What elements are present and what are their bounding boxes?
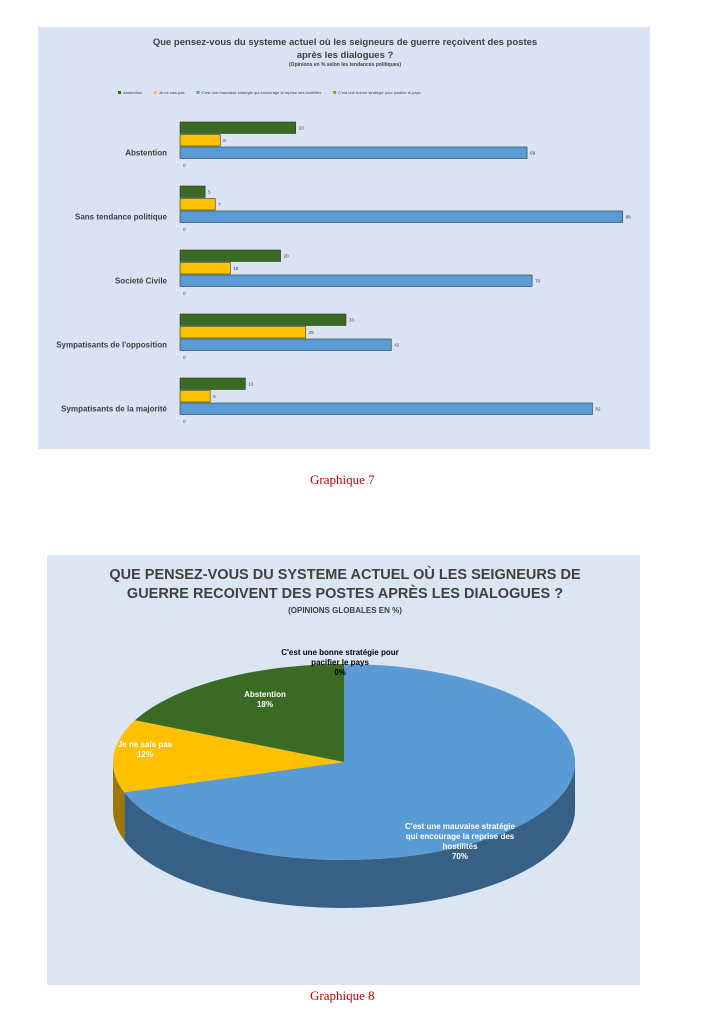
pie-side bbox=[124, 762, 576, 909]
bar bbox=[179, 338, 392, 351]
value-label: 42 bbox=[394, 342, 400, 347]
pie-slice bbox=[124, 664, 575, 860]
value-label: 20 bbox=[284, 253, 290, 258]
chart-background bbox=[38, 27, 650, 449]
value-label: 8 bbox=[223, 138, 226, 143]
value-label: 0 bbox=[183, 163, 186, 168]
bar bbox=[179, 210, 623, 223]
bar bbox=[179, 249, 281, 262]
legend-swatch bbox=[196, 91, 200, 94]
legend-label: C'est une mauvaise stratégie qui encoura… bbox=[201, 90, 321, 95]
value-label: 25 bbox=[309, 330, 315, 335]
legend-swatch bbox=[153, 91, 157, 94]
slice-label: C'est une bonne stratégie pour pacifier … bbox=[281, 648, 399, 667]
bar bbox=[179, 402, 593, 415]
category-label: Abstention bbox=[125, 148, 167, 157]
value-label: 0 bbox=[183, 291, 186, 296]
bar bbox=[179, 262, 231, 275]
bar bbox=[179, 134, 221, 147]
value-label: 69 bbox=[530, 150, 536, 155]
caption: Graphique 7 bbox=[310, 472, 375, 487]
value-label: 0 bbox=[183, 227, 186, 232]
value-label: 82 bbox=[595, 406, 601, 411]
pie-slice bbox=[112, 720, 344, 793]
chart-title: QUE PENSEZ-VOUS DU SYSTEME ACTUEL OÙ LES… bbox=[109, 567, 581, 602]
slice-label: Je ne sais pas bbox=[117, 740, 173, 749]
value-label: 70 bbox=[535, 278, 541, 283]
caption: Graphique 8 bbox=[310, 988, 375, 1003]
bar bbox=[179, 121, 296, 134]
bar bbox=[179, 377, 246, 390]
category-label: Sans tendance politique bbox=[75, 212, 168, 221]
legend-label: Abstention bbox=[123, 90, 142, 95]
pie-slice bbox=[134, 664, 344, 762]
value-label: 7 bbox=[218, 202, 221, 207]
legend-swatch bbox=[333, 91, 337, 94]
pie-side bbox=[113, 762, 125, 841]
slice-label: Abstention bbox=[244, 690, 286, 699]
value-label: 0 bbox=[183, 355, 186, 360]
value-label: 10 bbox=[233, 266, 239, 271]
slice-label: C'est une mauvaise stratégie qui encoura… bbox=[405, 822, 515, 851]
value-label: 33 bbox=[349, 317, 355, 322]
bar bbox=[179, 146, 528, 159]
slice-value-label: 18% bbox=[256, 700, 273, 709]
slice-value-label: 0% bbox=[334, 668, 346, 677]
legend-label: Je ne sais pas bbox=[159, 90, 185, 95]
category-label: Sympatisants de l'opposition bbox=[56, 340, 167, 349]
value-label: 88 bbox=[626, 214, 632, 219]
bar bbox=[179, 390, 211, 403]
bar bbox=[179, 185, 206, 198]
bar bbox=[179, 198, 216, 211]
category-label: Societé Civile bbox=[115, 276, 168, 285]
bar bbox=[179, 313, 347, 326]
slice-value-label: 12% bbox=[136, 750, 153, 759]
value-label: 5 bbox=[208, 189, 211, 194]
slice-value-label: 70% bbox=[451, 852, 468, 861]
value-label: 13 bbox=[248, 381, 254, 386]
legend-label: C'est une bonne stratégie pour pacifier … bbox=[338, 90, 420, 95]
value-label: 6 bbox=[213, 394, 216, 399]
chart-subtitle: (OPINIONS GLOBALES EN %) bbox=[288, 606, 402, 615]
legend-swatch bbox=[118, 91, 121, 94]
bar bbox=[179, 274, 533, 287]
bar bbox=[179, 326, 307, 339]
chart-subtitle: (Opinions en % selon les tendances polit… bbox=[289, 62, 401, 68]
category-label: Sympatisants de la majorité bbox=[61, 404, 167, 413]
value-label: 0 bbox=[183, 419, 186, 424]
chart-title: Que pensez-vous du systeme actuel où les… bbox=[152, 37, 538, 61]
value-label: 23 bbox=[299, 125, 305, 130]
